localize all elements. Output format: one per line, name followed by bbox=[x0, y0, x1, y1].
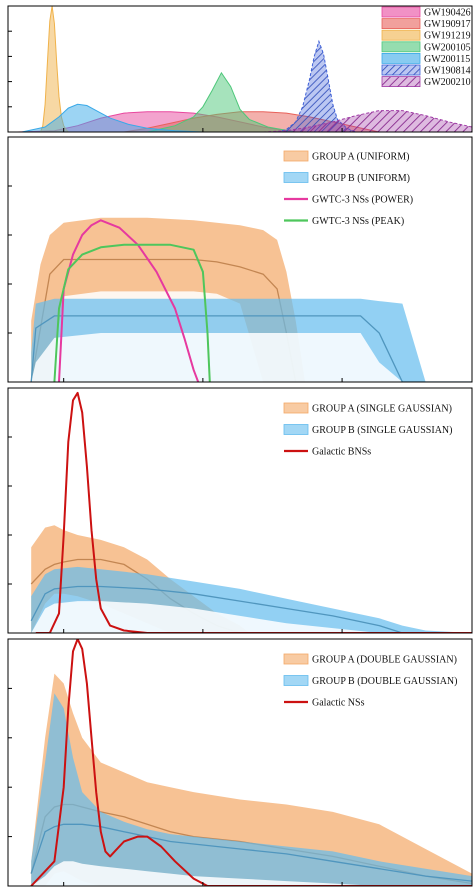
median-group-b-single-gaussian bbox=[30, 585, 472, 633]
area-gw200105 bbox=[147, 71, 296, 132]
legend-swatch-gw190917 bbox=[381, 18, 421, 30]
legend-swatch-gw200105 bbox=[381, 41, 421, 53]
band-gap-group-b-double-gaussian bbox=[31, 861, 472, 886]
legend-label-group-a-double-gaussian: GROUP A (DOUBLE GAUSSIAN) bbox=[312, 655, 457, 666]
legend-label-gw190426: GW190426 bbox=[424, 8, 471, 19]
line-galactic-nss bbox=[30, 639, 472, 886]
legend-label-gw190917: GW190917 bbox=[424, 19, 471, 30]
legend-label-gwtc-3-nss-power: GWTC-3 NSs (POWER) bbox=[312, 195, 413, 206]
legend-label-gw200105: GW200105 bbox=[424, 42, 471, 53]
legend-swatch-group-a-uniform bbox=[283, 150, 309, 162]
line-gwtc-3-nss-peak bbox=[53, 243, 211, 382]
axes-frame bbox=[7, 387, 473, 634]
legend-label-gw200115: GW200115 bbox=[424, 54, 470, 65]
axes-frame bbox=[7, 136, 473, 383]
legend-swatch-gw190814 bbox=[381, 64, 421, 76]
legend-label-group-b-uniform: GROUP B (UNIFORM) bbox=[312, 173, 410, 184]
legend-label-galactic-nss: Galactic NSs bbox=[312, 698, 365, 709]
legend-swatch-gw200210 bbox=[381, 76, 421, 87]
band-gap-group-b-single-gaussian bbox=[31, 601, 472, 633]
legend-label-gw191219: GW191219 bbox=[424, 31, 471, 42]
plot-area bbox=[17, 6, 472, 132]
legend-label-gw190814: GW190814 bbox=[424, 66, 471, 77]
band-gap-group-b-uniform bbox=[31, 333, 472, 382]
legend-swatch-gw200115 bbox=[381, 53, 421, 64]
legend-label-group-b-single-gaussian: GROUP B (SINGLE GAUSSIAN) bbox=[312, 425, 452, 436]
legend-label-galactic-bnss: Galactic BNSs bbox=[312, 447, 371, 458]
legend: GROUP A (UNIFORM) GROUP B (UNIFORM) GWTC-3… bbox=[283, 150, 413, 227]
panel-top: GW190426GW190917GW191219GW200105GW200115… bbox=[7, 5, 473, 133]
plot-area bbox=[30, 391, 472, 633]
panel-uniform: GROUP A (UNIFORM) GROUP B (UNIFORM) GWTC-3… bbox=[7, 136, 473, 383]
plot-area bbox=[30, 639, 472, 886]
legend-swatch-gw191219 bbox=[381, 29, 421, 41]
legend: GROUP A (DOUBLE GAUSSIAN) GROUP B (DOUBLE… bbox=[283, 653, 457, 709]
axes-frame bbox=[7, 638, 473, 887]
legend-swatch-group-a-double-gaussian bbox=[283, 653, 309, 665]
legend-swatch-gw190426 bbox=[381, 6, 421, 18]
area-gw200115 bbox=[21, 103, 203, 132]
band-group-b-double-gaussian bbox=[31, 693, 472, 886]
area-gw200210 bbox=[263, 110, 472, 132]
legend-swatch-group-b-single-gaussian bbox=[283, 424, 309, 435]
legend-label-gw200210: GW200210 bbox=[424, 77, 471, 88]
legend-label-group-b-double-gaussian: GROUP B (DOUBLE GAUSSIAN) bbox=[312, 676, 457, 687]
axes-frame bbox=[7, 5, 473, 133]
legend-swatch-group-b-double-gaussian bbox=[283, 675, 309, 686]
panel-double-gaussian: GROUP A (DOUBLE GAUSSIAN) GROUP B (DOUBLE… bbox=[7, 638, 473, 887]
legend-label-group-a-uniform: GROUP A (UNIFORM) bbox=[312, 152, 409, 163]
panel-single-gaussian: GROUP A (SINGLE GAUSSIAN) GROUP B (SINGLE… bbox=[7, 387, 473, 634]
legend-swatch-group-a-single-gaussian bbox=[283, 402, 309, 414]
legend: GROUP A (SINGLE GAUSSIAN) GROUP B (SINGLE… bbox=[283, 402, 452, 458]
line-galactic-bnss bbox=[35, 391, 472, 633]
legend-swatch-group-b-uniform bbox=[283, 172, 309, 183]
line-gwtc-3-nss-power bbox=[58, 219, 200, 382]
legend-label-group-a-single-gaussian: GROUP A (SINGLE GAUSSIAN) bbox=[312, 404, 452, 415]
plot-area bbox=[30, 217, 472, 382]
legend: GW190426GW190917GW191219GW200105GW200115… bbox=[381, 6, 471, 88]
legend-label-gwtc-3-nss-peak: GWTC-3 NSs (PEAK) bbox=[312, 216, 404, 227]
